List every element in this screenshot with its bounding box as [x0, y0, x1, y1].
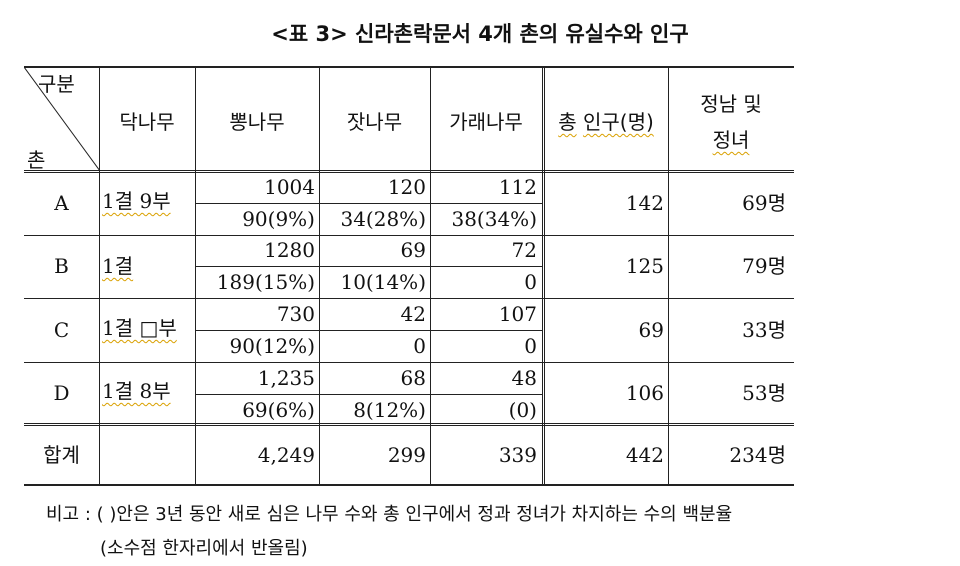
total-population-a: 142 [625, 191, 664, 215]
corner-label-bottom: 촌 [27, 148, 46, 172]
total-population-c: 69 [638, 318, 664, 342]
col-header-jeongnam-line1: 정남 및 [700, 92, 762, 116]
jat-planted-a: 120 [387, 175, 426, 199]
village-label-a: A [54, 191, 69, 215]
ppong-planted-d: 1,235 [257, 366, 315, 390]
sum-label: 합계 [43, 443, 80, 467]
note-line-1: 비고 : ( )안은 3년 동안 새로 심은 나무 수와 총 인구에서 정과 정… [46, 504, 733, 525]
subrow-divider-a [195, 203, 542, 204]
col-divider-5 [542, 66, 545, 484]
total-population-d: 106 [625, 381, 664, 405]
subrow-divider-b [195, 266, 542, 267]
table-bottom-border [24, 484, 794, 486]
col-header-jat: 잣나무 [346, 110, 403, 134]
garae-new-d: (0) [508, 398, 537, 422]
subrow-divider-c [195, 330, 542, 331]
col-header-total-rest: 인구(명) [582, 110, 654, 134]
table-title: <표 3> 신라촌락문서 4개 촌의 유실수와 인구 [271, 22, 689, 46]
ppong-planted-a: 1004 [264, 175, 315, 199]
jeongnam-count-c: 33명 [742, 318, 786, 342]
col-header-total: 총 인구(명) [544, 106, 668, 135]
col-header-jeongnam-line2-text: 정녀 [712, 128, 750, 152]
jat-planted-c: 42 [400, 302, 426, 326]
village-label-d: D [53, 381, 70, 405]
ppong-new-c: 90(12%) [229, 334, 315, 358]
dak-value-d-text: 1결 8부 [102, 379, 171, 403]
col-header-ppong: 뽕나무 [229, 110, 285, 134]
sum-jat: 299 [387, 443, 426, 467]
dak-value-a-text: 1결 9부 [102, 189, 171, 213]
note-line-2: (소수점 한자리에서 반올림) [100, 538, 308, 559]
sum-top-border [24, 423, 794, 426]
row-divider-ab [24, 235, 794, 236]
dak-value-b: 1결 [102, 251, 133, 281]
jat-new-d: 8(12%) [353, 398, 426, 422]
col-divider-4 [430, 66, 431, 484]
ppong-new-d: 69(6%) [242, 398, 315, 422]
corner-diagonal [24, 67, 100, 171]
ppong-planted-b: 1280 [264, 238, 315, 262]
sum-ppong: 4,249 [257, 443, 315, 467]
col-divider-1 [99, 66, 100, 484]
dak-value-b-text: 1결 [102, 254, 134, 278]
subrow-divider-d [195, 394, 542, 395]
ppong-planted-c: 730 [276, 302, 315, 326]
garae-new-b: 0 [524, 270, 537, 294]
col-header-garae: 가래나무 [449, 110, 523, 134]
col-divider-6 [668, 66, 669, 484]
jeongnam-count-b: 79명 [742, 254, 786, 278]
table-top-border [24, 66, 794, 68]
jat-planted-b: 69 [400, 238, 426, 262]
corner-label-top: 구분 [38, 72, 75, 96]
dak-value-a: 1결 9부 [102, 186, 171, 216]
garae-planted-d: 48 [511, 366, 537, 390]
sum-jeongnam: 234명 [729, 443, 786, 467]
col-header-dak: 닥나무 [119, 110, 175, 134]
jeongnam-count-a: 69명 [742, 191, 786, 215]
garae-planted-b: 72 [511, 238, 537, 262]
garae-new-a: 38(34%) [451, 207, 537, 231]
row-divider-cd [24, 362, 794, 363]
header-bottom-border [24, 170, 794, 173]
row-divider-bc [24, 298, 794, 299]
jeongnam-count-d: 53명 [742, 381, 786, 405]
garae-planted-c: 107 [498, 302, 537, 326]
jat-new-a: 34(28%) [340, 207, 426, 231]
sum-garae: 339 [498, 443, 537, 467]
dak-value-d: 1결 8부 [102, 376, 171, 406]
ppong-new-b: 189(15%) [216, 270, 315, 294]
ppong-new-a: 90(9%) [242, 207, 315, 231]
village-label-b: B [54, 254, 69, 278]
dak-value-c: 1결 □부 [102, 313, 177, 343]
col-divider-2 [195, 66, 196, 484]
col-divider-3 [319, 66, 320, 484]
garae-planted-a: 112 [498, 175, 537, 199]
jat-planted-d: 68 [400, 366, 426, 390]
village-label-c: C [53, 318, 70, 342]
garae-new-c: 0 [524, 334, 537, 358]
col-header-jeongnam-line2: 정녀 [668, 124, 794, 153]
col-header-total-prefix: 총 [558, 110, 577, 134]
dak-value-c-text: 1결 □부 [102, 316, 177, 340]
total-population-b: 125 [625, 254, 664, 278]
sum-total: 442 [625, 443, 664, 467]
jat-new-c: 0 [413, 334, 426, 358]
jat-new-b: 10(14%) [340, 270, 426, 294]
